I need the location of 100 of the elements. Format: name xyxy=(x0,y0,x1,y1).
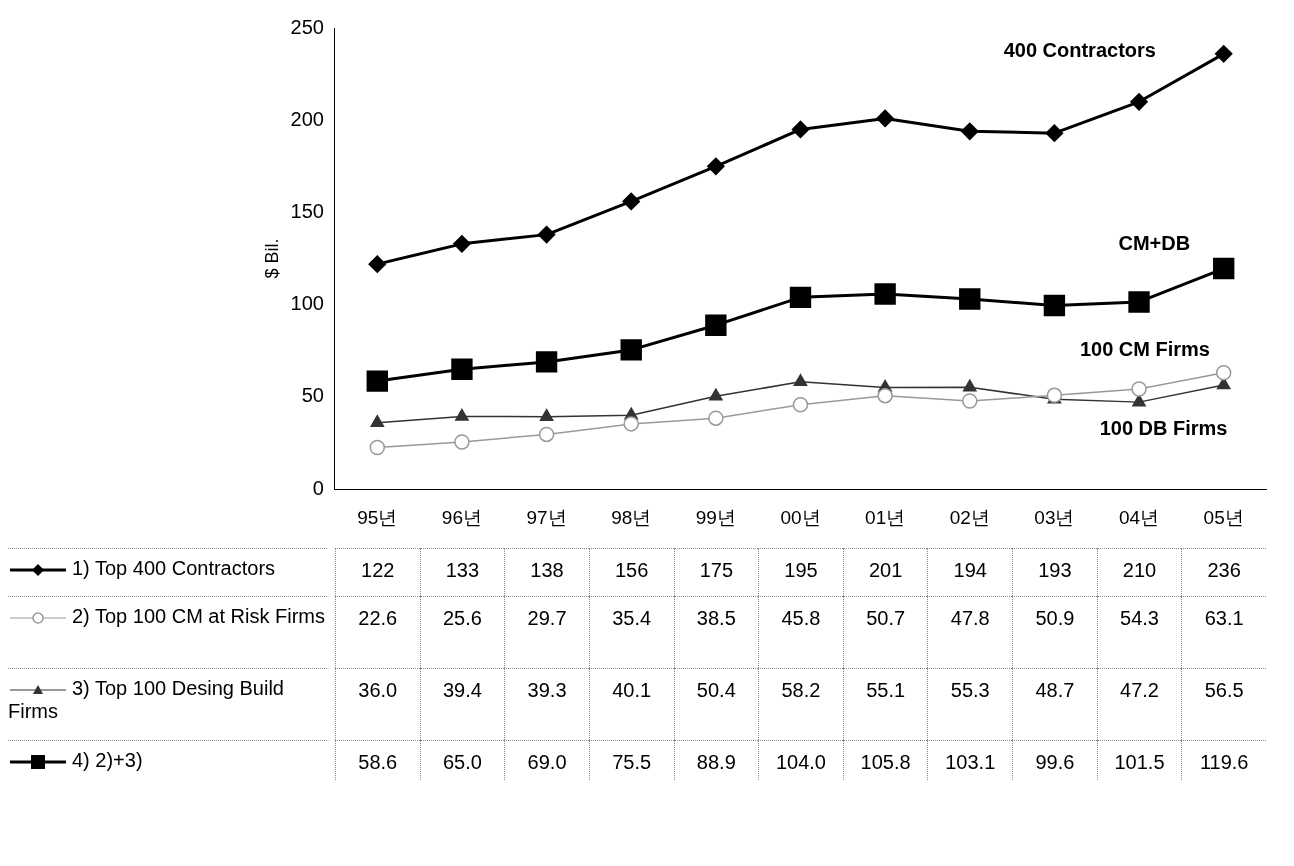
data-label: 55.3 xyxy=(927,668,1013,740)
x-tick-label: 96년 xyxy=(441,506,482,528)
x-tick-label: 05년 xyxy=(1203,506,1244,528)
point xyxy=(451,358,473,380)
data-label: 101.5 xyxy=(1096,740,1182,780)
data-label: 39.3 xyxy=(504,668,589,740)
y-tick-label: 250 xyxy=(290,15,324,38)
data-label: 122 xyxy=(334,548,420,596)
data-label: 103.1 xyxy=(927,740,1013,780)
legend-label: 2) Top 100 CM at Risk Firms xyxy=(8,596,327,668)
data-label: 195 xyxy=(758,548,843,596)
data-label: 133 xyxy=(419,548,505,596)
point xyxy=(1212,257,1235,280)
data-label: 38.5 xyxy=(673,596,759,668)
point xyxy=(370,415,385,428)
point xyxy=(622,192,640,210)
x-tick-label: 95년 xyxy=(357,506,398,528)
point xyxy=(620,339,642,361)
point xyxy=(369,439,386,456)
point xyxy=(623,416,639,432)
y-tick-label: 150 xyxy=(290,200,324,222)
point xyxy=(1045,124,1063,142)
x-tick-label: 99년 xyxy=(695,506,736,528)
data-label: 47.2 xyxy=(1096,668,1182,740)
data-label: 138 xyxy=(504,548,589,596)
point xyxy=(1131,381,1147,397)
data-label: 50.4 xyxy=(673,668,759,740)
data-label: 50.7 xyxy=(842,596,928,668)
data-label: 119.6 xyxy=(1181,740,1266,780)
data-label: 47.8 xyxy=(927,596,1013,668)
data-label: 193 xyxy=(1012,548,1097,596)
point xyxy=(539,408,554,421)
data-label: 175 xyxy=(673,548,759,596)
data-label: 58.2 xyxy=(758,668,843,740)
legend-label: 4) 2)+3) xyxy=(8,740,327,780)
point xyxy=(708,410,724,426)
data-label: 50.9 xyxy=(1012,596,1097,668)
x-tick-label: 01년 xyxy=(865,506,906,528)
point xyxy=(705,314,727,336)
data-label: 48.7 xyxy=(1012,668,1097,740)
data-label: 25.6 xyxy=(419,596,505,668)
y-tick-label: 200 xyxy=(290,107,324,130)
data-label: 39.4 xyxy=(419,668,505,740)
data-label: 75.5 xyxy=(588,740,674,780)
point xyxy=(1043,294,1066,317)
x-tick-label: 04년 xyxy=(1118,506,1160,528)
data-label: 35.4 xyxy=(588,596,674,668)
data-label: 54.3 xyxy=(1096,596,1182,668)
legend-label: 1) Top 400 Contractors xyxy=(8,548,327,596)
data-label: 45.8 xyxy=(758,596,843,668)
data-label: 194 xyxy=(927,548,1013,596)
data-label: 40.1 xyxy=(588,668,674,740)
x-tick-label: 98년 xyxy=(611,506,652,528)
data-label: 55.1 xyxy=(842,668,928,740)
data-label: 201 xyxy=(842,548,928,596)
annotation: CM+DB xyxy=(1118,232,1191,255)
data-label: 104.0 xyxy=(758,740,843,780)
point xyxy=(789,286,812,309)
point xyxy=(876,109,894,127)
point xyxy=(535,351,558,373)
data-label: 29.7 xyxy=(504,596,589,668)
point xyxy=(1128,291,1150,313)
data-label: 236 xyxy=(1181,548,1266,596)
point xyxy=(709,388,723,401)
point xyxy=(1130,93,1148,111)
point xyxy=(962,379,977,392)
point xyxy=(707,157,725,175)
point xyxy=(366,370,388,392)
point xyxy=(454,434,470,450)
point xyxy=(961,122,979,140)
point xyxy=(959,288,981,310)
data-label: 210 xyxy=(1096,548,1182,596)
annotation: 400 Contractors xyxy=(1003,38,1156,61)
data-label: 69.0 xyxy=(504,740,589,780)
point xyxy=(1215,45,1233,63)
point xyxy=(962,393,978,409)
point xyxy=(453,235,471,253)
y-axis-title: $ Bil. xyxy=(261,238,282,279)
data-label: 58.6 xyxy=(334,740,420,780)
annotation: 100 DB Firms xyxy=(1099,416,1228,439)
point xyxy=(877,387,893,404)
data-label: 56.5 xyxy=(1181,668,1266,740)
x-tick-label: 97년 xyxy=(526,506,567,528)
data-label: 22.6 xyxy=(334,596,420,668)
point xyxy=(538,226,556,244)
data-label: 63.1 xyxy=(1181,596,1266,668)
point xyxy=(1132,394,1146,407)
data-label: 156 xyxy=(588,548,674,596)
legend-label: 3) Top 100 Desing Build Firms xyxy=(8,668,327,740)
x-tick-label: 03년 xyxy=(1034,506,1075,528)
point xyxy=(791,120,809,138)
y-tick-label: 100 xyxy=(290,292,324,315)
point xyxy=(793,374,808,387)
data-label: 88.9 xyxy=(673,740,759,780)
point xyxy=(538,426,555,443)
point xyxy=(368,255,386,273)
data-label: 65.0 xyxy=(419,740,505,780)
y-tick-label: 0 xyxy=(312,476,324,499)
data-label: 105.8 xyxy=(842,740,928,780)
x-tick-label: 02년 xyxy=(949,506,990,528)
